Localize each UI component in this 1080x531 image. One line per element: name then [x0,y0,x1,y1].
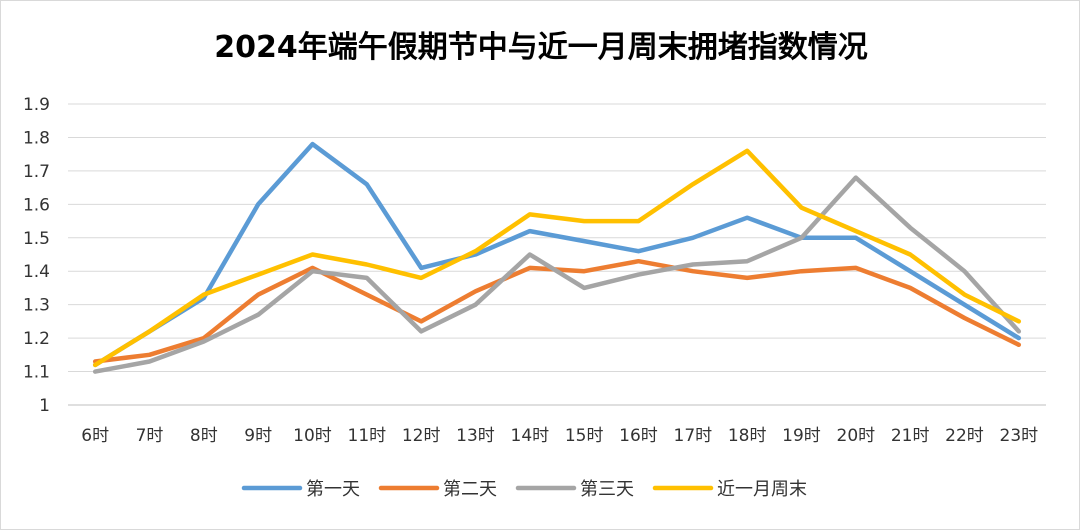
x-tick-label: 21时 [891,426,930,446]
chart-title: 2024年端午假期节中与近一月周末拥堵指数情况 [214,30,868,65]
x-tick-label: 6时 [81,426,109,446]
series-line-2 [92,258,1022,364]
x-tick-label: 20时 [837,426,876,446]
y-tick-label: 1.2 [23,329,50,349]
x-tick-label: 15时 [565,426,604,446]
legend-label: 第一天 [306,479,360,500]
x-tick-label: 16时 [619,426,658,446]
y-tick-label: 1 [39,396,50,416]
x-axis-ticks: 6时 7时 8时 9时 10时 11时 12时 13时 14时 15时 16时 17时 18时 19时 20… [81,426,1038,446]
y-axis-ticks: 1 1.1 1.2 1.3 1.4 1.5 1.6 1.7 1.8 1.9 [23,95,50,416]
y-tick-label: 1.5 [23,229,50,249]
y-tick-label: 1.9 [23,95,50,115]
x-tick-label: 11时 [348,426,387,446]
legend-label: 第二天 [443,479,497,500]
legend-label: 第三天 [580,479,634,500]
y-tick-label: 1.7 [23,162,50,182]
x-tick-label: 18时 [728,426,767,446]
series-line-1 [92,141,1022,368]
y-tick-label: 1.6 [23,195,50,215]
x-tick-label: 14时 [511,426,550,446]
y-tick-label: 1.4 [23,262,50,282]
x-tick-label: 22时 [945,426,984,446]
x-tick-label: 19时 [782,426,821,446]
x-tick-label: 10时 [293,426,332,446]
x-tick-label: 9时 [244,426,272,446]
series-line-3 [92,175,1022,374]
gridlines [68,103,1046,406]
x-tick-label: 13时 [456,426,495,446]
legend: 第一天 第二天 第三天 近一月周末 [241,479,807,500]
x-tick-label: 17时 [674,426,713,446]
x-tick-label: 8时 [190,426,218,446]
series-line-4 [92,148,1022,368]
y-tick-label: 1.1 [23,363,50,383]
series-lines [92,141,1022,374]
y-tick-label: 1.8 [23,128,50,148]
x-tick-label: 7时 [136,426,164,446]
x-tick-label: 23时 [1000,426,1039,446]
legend-label: 近一月周末 [717,479,807,500]
y-tick-label: 1.3 [23,296,50,316]
x-tick-label: 12时 [402,426,441,446]
